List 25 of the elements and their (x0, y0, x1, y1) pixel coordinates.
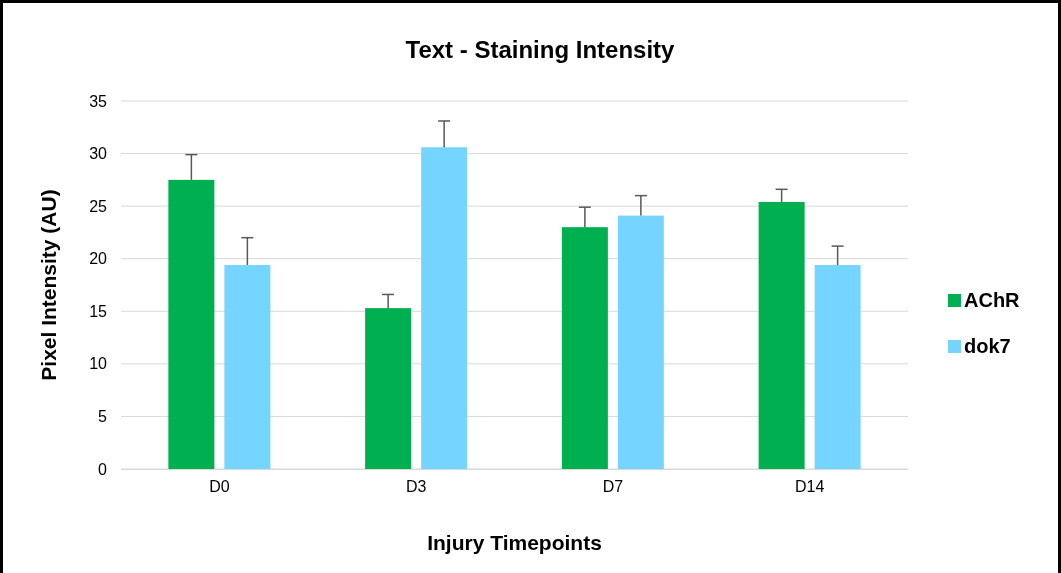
y-tick-label: 20 (89, 250, 108, 268)
x-tick-label: D0 (209, 478, 230, 496)
x-axis-title: Injury Timepoints (427, 531, 602, 554)
bar (814, 265, 861, 469)
y-tick-label: 0 (98, 460, 108, 478)
bar (561, 227, 608, 469)
bar (168, 179, 215, 469)
legend-label: AChR (964, 289, 1021, 311)
bar (365, 308, 412, 469)
y-tick-label: 15 (89, 302, 108, 320)
bar (758, 201, 805, 469)
x-tick-label: D7 (602, 478, 624, 496)
y-tick-label: 25 (89, 197, 108, 215)
y-tick-label: 5 (98, 408, 108, 426)
bar (421, 147, 468, 469)
chart-title: Text - Staining Intensity (405, 36, 676, 63)
x-tick-label: D3 (405, 478, 427, 496)
bar (224, 265, 271, 469)
y-tick-label: 35 (89, 92, 108, 110)
y-tick-label: 10 (89, 355, 108, 373)
bar (617, 215, 664, 469)
legend-label: dok7 (964, 335, 1011, 357)
y-axis-title: Pixel Intensity (AU) (37, 189, 60, 381)
x-tick-label: D14 (794, 478, 825, 496)
y-tick-label: 30 (89, 145, 108, 163)
